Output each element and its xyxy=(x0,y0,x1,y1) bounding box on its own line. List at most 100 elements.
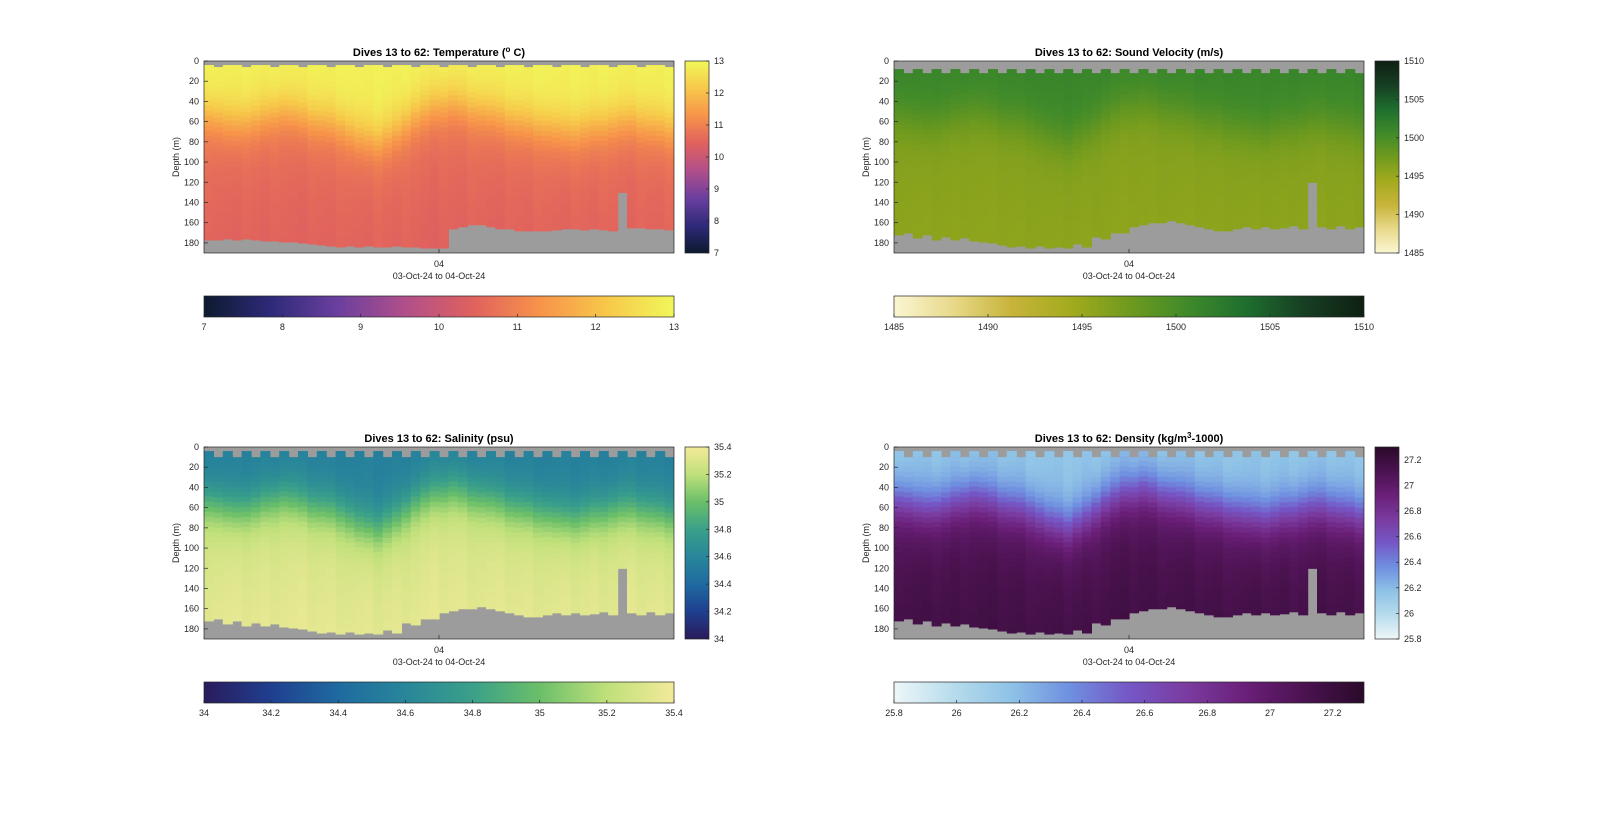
heatmap-cell xyxy=(1223,169,1233,175)
heatmap-cell xyxy=(335,85,346,91)
heatmap-cell xyxy=(495,178,506,184)
heatmap-cell xyxy=(316,125,327,132)
heatmap-cell xyxy=(457,532,468,539)
heatmap-cell xyxy=(570,161,581,167)
heatmap-cell xyxy=(608,522,619,529)
heatmap-cell xyxy=(1204,184,1215,190)
heatmap-cell xyxy=(260,120,271,127)
heatmap-cell xyxy=(931,215,942,222)
heatmap-cell xyxy=(420,497,431,504)
heatmap-cell xyxy=(373,547,384,553)
heatmap-cell xyxy=(410,582,421,589)
heatmap-cell xyxy=(467,471,478,477)
heatmap-cell xyxy=(1213,119,1224,126)
heatmap-cell xyxy=(486,547,496,553)
heatmap-cell xyxy=(279,511,290,518)
heatmap-cell xyxy=(410,496,421,503)
heatmap-cell xyxy=(335,471,346,477)
heatmap-cell xyxy=(504,85,515,91)
heatmap-cell xyxy=(533,140,543,147)
heatmap-cell xyxy=(1354,128,1364,135)
heatmap-cell xyxy=(598,135,609,142)
heatmap-cell xyxy=(580,223,590,230)
heatmap-cell xyxy=(335,166,346,172)
heatmap-cell xyxy=(241,173,252,179)
heatmap-cell xyxy=(1016,148,1027,155)
heatmap-cell xyxy=(1072,169,1083,175)
heatmap-cell xyxy=(392,135,402,142)
heatmap-cell xyxy=(1110,78,1121,84)
heatmap-cell xyxy=(941,164,951,170)
heatmap-cell xyxy=(269,497,280,504)
heatmap-cell xyxy=(997,113,1008,120)
heatmap-cell xyxy=(903,138,914,145)
heatmap-cell xyxy=(1251,200,1262,207)
heatmap-cell xyxy=(316,110,327,117)
heatmap-cell xyxy=(514,472,525,478)
heatmap-cell xyxy=(978,184,989,190)
heatmap-cell xyxy=(1035,174,1045,180)
heatmap-cell xyxy=(1251,129,1262,136)
heatmap-cell xyxy=(561,176,572,182)
heatmap-cell xyxy=(354,82,365,88)
heatmap-cell xyxy=(429,456,440,462)
heatmap-cell xyxy=(533,603,543,610)
heatmap-cell xyxy=(1345,129,1356,136)
heatmap-cell xyxy=(429,206,440,213)
heatmap-cell xyxy=(1091,194,1102,201)
heatmap-cell xyxy=(457,171,468,177)
heatmap-cell xyxy=(1176,215,1186,222)
heatmap-cell xyxy=(279,90,290,96)
heatmap-cell xyxy=(504,145,515,152)
heatmap-cell xyxy=(269,543,280,549)
heatmap-cell xyxy=(1317,204,1327,211)
heatmap-cell xyxy=(514,221,525,228)
heatmap-cell xyxy=(997,209,1008,216)
heatmap-cell xyxy=(931,235,942,241)
heatmap-cell xyxy=(1251,119,1262,126)
heatmap-cell xyxy=(570,598,581,605)
heatmap-cell xyxy=(1213,154,1224,161)
heatmap-cell xyxy=(1232,139,1243,146)
heatmap-cell xyxy=(598,176,609,182)
heatmap-cell xyxy=(1185,179,1196,185)
heatmap-cell xyxy=(213,92,224,98)
heatmap-cell xyxy=(1025,235,1036,242)
heatmap-cell xyxy=(1345,180,1356,186)
heatmap-cell xyxy=(1100,165,1111,171)
heatmap-cell xyxy=(636,132,647,139)
heatmap-cell xyxy=(382,588,393,595)
heatmap-cell xyxy=(922,164,933,170)
heatmap-cell xyxy=(523,471,534,477)
heatmap-cell xyxy=(260,602,271,609)
heatmap-cell xyxy=(363,583,374,590)
heatmap-cell xyxy=(580,471,590,477)
heatmap-cell xyxy=(298,547,308,553)
heatmap-cell xyxy=(988,185,998,191)
heatmap-cell xyxy=(382,132,393,139)
heatmap-cell xyxy=(959,164,970,170)
heatmap-cell xyxy=(420,221,431,228)
heatmap-cell xyxy=(476,85,487,91)
heatmap-cell xyxy=(382,618,393,625)
heatmap-cell xyxy=(561,577,572,584)
heatmap-cell xyxy=(251,196,261,203)
heatmap-cell xyxy=(326,462,337,468)
heatmap-cell xyxy=(598,110,609,117)
heatmap-cell xyxy=(1016,78,1027,84)
heatmap-cell xyxy=(1082,89,1092,95)
heatmap-cell xyxy=(1176,144,1186,151)
heatmap-cell xyxy=(1251,165,1262,171)
heatmap-cell xyxy=(335,552,346,558)
heatmap-cell xyxy=(636,491,647,498)
heatmap-cell xyxy=(486,211,496,218)
heatmap-cell xyxy=(288,457,299,463)
heatmap-cell xyxy=(429,221,440,228)
heatmap-cell xyxy=(969,165,980,171)
heatmap-cell xyxy=(345,201,355,208)
heatmap-cell xyxy=(1166,108,1177,115)
heatmap-cell xyxy=(1204,224,1215,230)
heatmap-cell xyxy=(345,125,355,132)
heatmap-cell xyxy=(222,65,233,71)
heatmap-cell xyxy=(570,100,581,107)
